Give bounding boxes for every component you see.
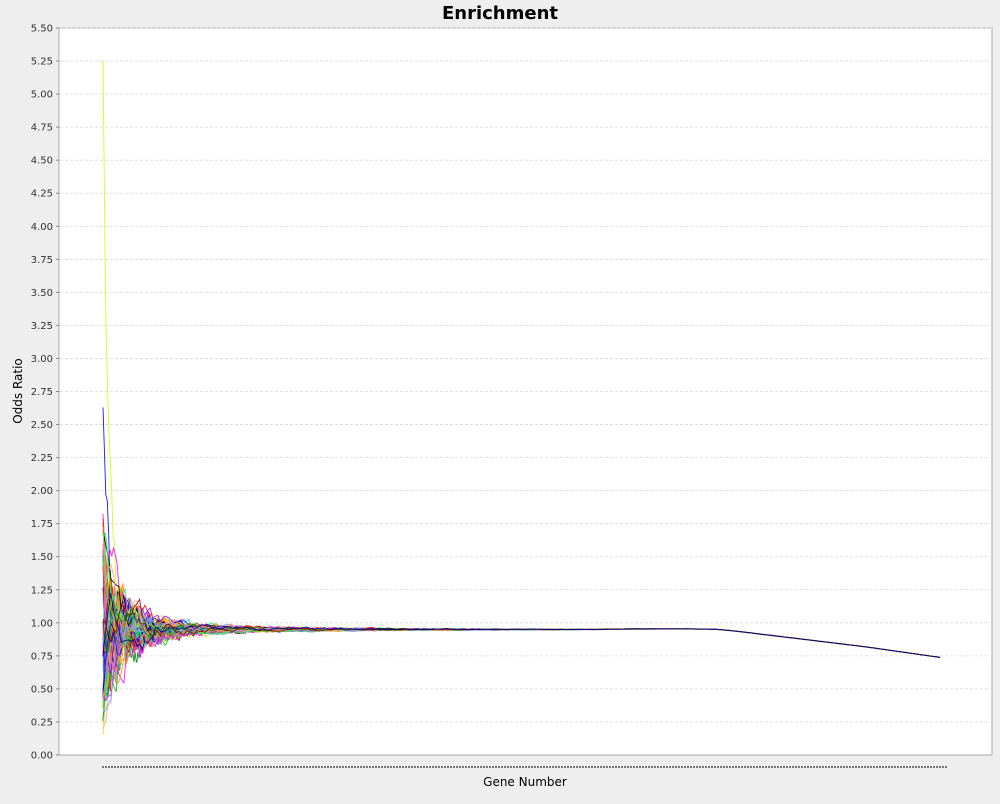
y-tick-label: 4.25 — [31, 189, 53, 200]
y-tick-label: 2.25 — [31, 453, 53, 464]
chart-title: Enrichment — [442, 3, 558, 24]
y-axis-label: Odds Ratio — [11, 358, 25, 424]
x-axis-ticks — [102, 766, 947, 768]
y-tick-label: 1.00 — [31, 618, 53, 629]
x-axis-label: Gene Number — [483, 775, 567, 789]
y-tick-label: 4.00 — [31, 222, 53, 233]
y-tick-label: 5.25 — [31, 57, 53, 68]
y-tick-label: 1.25 — [31, 585, 53, 596]
y-tick-label: 3.50 — [31, 288, 53, 299]
y-tick-label: 0.75 — [31, 651, 53, 662]
series-line — [102, 593, 941, 658]
y-axis-ticks: 0.00 0.25 0.50 0.75 1.00 1.25 1.50 1.75 2.00 2.25… — [31, 24, 59, 762]
grid-lines — [60, 27, 992, 723]
y-tick-label: 4.75 — [31, 123, 53, 134]
y-tick-label: 0.00 — [31, 751, 53, 762]
y-tick-label: 5.50 — [31, 24, 53, 35]
y-tick-label: 1.75 — [31, 519, 53, 530]
y-tick-label: 4.50 — [31, 156, 53, 167]
series-lines — [102, 60, 941, 735]
y-tick-label: 1.50 — [31, 552, 53, 563]
y-tick-label: 3.25 — [31, 321, 53, 332]
y-tick-label: 2.75 — [31, 387, 53, 398]
y-tick-label: 2.50 — [31, 420, 53, 431]
y-tick-label: 2.00 — [31, 486, 53, 497]
y-tick-label: 0.25 — [31, 717, 53, 728]
y-tick-label: 3.75 — [31, 255, 53, 266]
y-tick-label: 0.50 — [31, 684, 53, 695]
y-tick-label: 3.00 — [31, 354, 53, 365]
y-tick-label: 5.00 — [31, 90, 53, 101]
